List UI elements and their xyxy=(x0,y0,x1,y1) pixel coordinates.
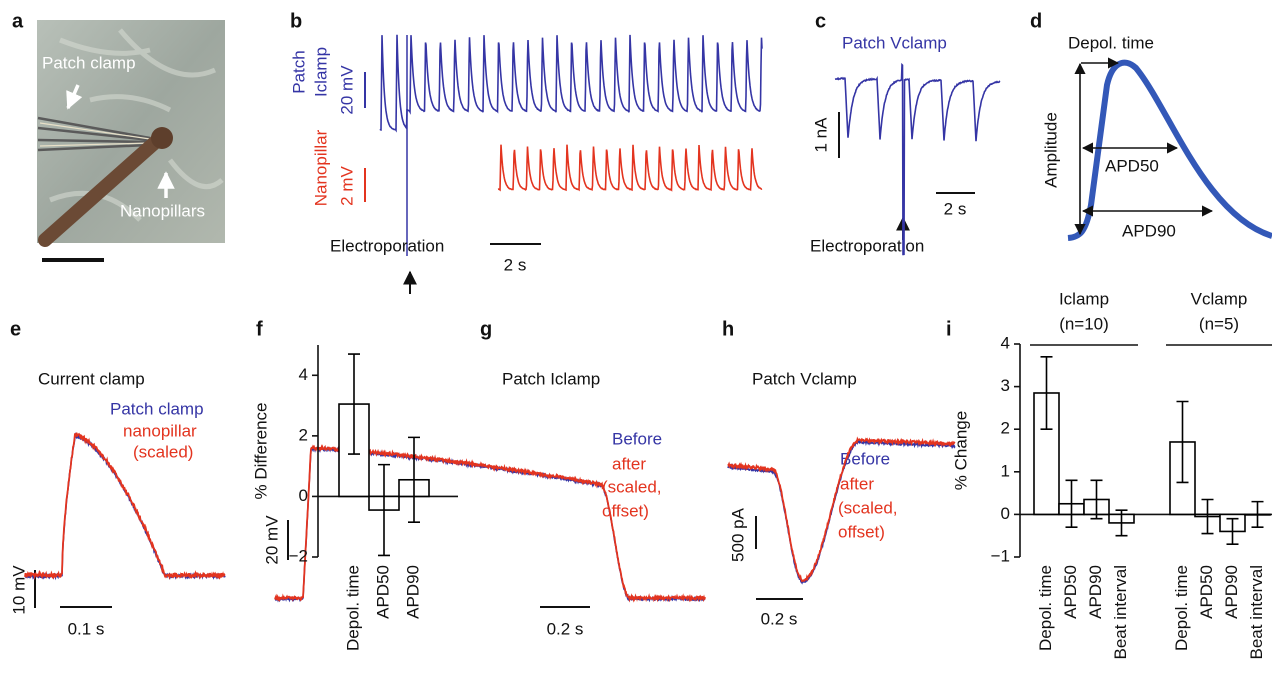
y-tick-label: −2 xyxy=(289,546,308,565)
y-tick-label: −1 xyxy=(991,546,1010,565)
y-tick-label: 2 xyxy=(1001,419,1010,438)
label: Nanopillars xyxy=(120,201,205,220)
error-bar xyxy=(378,463,390,557)
label: Nanopillar xyxy=(311,129,330,206)
panel-letter: i xyxy=(946,318,952,340)
label: 0.2 s xyxy=(761,609,798,628)
panel-letter: e xyxy=(10,318,21,340)
group-label: Iclamp xyxy=(1059,289,1109,308)
panel-d-decor xyxy=(1067,57,1272,241)
group-label: Vclamp xyxy=(1191,289,1248,308)
label: offset) xyxy=(838,522,885,541)
x-tick-label: APD90 xyxy=(403,565,422,619)
label: APD50 xyxy=(1105,156,1159,175)
label: 2 s xyxy=(504,255,527,274)
error-bar xyxy=(1226,517,1239,546)
y-tick-label: 1 xyxy=(1001,461,1010,480)
label: nanopillar xyxy=(123,421,197,440)
label: Depol. time xyxy=(1068,33,1154,52)
group-note: (n=10) xyxy=(1059,314,1109,333)
error-bar xyxy=(348,353,360,455)
error-bar xyxy=(1176,400,1189,484)
label: (scaled) xyxy=(133,442,193,461)
x-tick-label: Depol. time xyxy=(1036,565,1055,651)
label: 20 mV xyxy=(262,515,281,565)
label: Amplitude xyxy=(1041,112,1060,188)
panel-letter: f xyxy=(256,318,263,340)
y-tick-label: 2 xyxy=(299,425,308,444)
label: Patch xyxy=(289,50,308,93)
panel-letter: d xyxy=(1030,10,1042,32)
label: after xyxy=(612,454,646,473)
panel-c-decor xyxy=(838,112,975,240)
label: 20 mV xyxy=(337,65,356,115)
error-bar xyxy=(1065,479,1078,528)
trace-e-patch xyxy=(24,431,226,581)
label: 0.2 s xyxy=(547,619,584,638)
error-bar xyxy=(408,436,420,523)
label: (scaled, xyxy=(838,498,898,517)
label: Before xyxy=(840,449,890,468)
error-bar xyxy=(1090,479,1103,520)
y-tick-label: 0 xyxy=(1001,504,1010,523)
error-bar xyxy=(1115,509,1128,537)
y-tick-label: 4 xyxy=(1001,333,1010,352)
micrograph xyxy=(37,20,225,262)
y-tick-label: 4 xyxy=(299,365,308,384)
y-axis-label: % Change xyxy=(951,411,970,490)
label: Before xyxy=(612,429,662,448)
label: after xyxy=(840,474,874,493)
trace-h-after xyxy=(727,436,956,583)
y-tick-label: 0 xyxy=(299,486,308,505)
label: Patch clamp xyxy=(42,53,136,72)
panel-letter: b xyxy=(290,10,302,32)
label: APD90 xyxy=(1122,221,1176,240)
label: 2 mV xyxy=(337,166,356,206)
panel-letter: c xyxy=(815,10,826,32)
label: 500 pA xyxy=(728,507,747,562)
label: Patch clamp xyxy=(110,399,204,418)
error-bar xyxy=(1201,498,1214,535)
label: Iclamp xyxy=(311,47,330,97)
label: Electroporation xyxy=(330,236,444,255)
x-tick-label: Beat interval xyxy=(1111,565,1130,660)
x-tick-label: Depol. time xyxy=(1172,565,1191,651)
label: 2 s xyxy=(944,199,967,218)
trace-e-nanopillar xyxy=(24,432,226,580)
trace-patch-iclamp xyxy=(379,34,763,133)
error-bar xyxy=(1040,355,1053,430)
label: (scaled, xyxy=(602,477,662,496)
y-axis-label: % Difference xyxy=(251,402,270,499)
x-tick-label: APD50 xyxy=(1197,565,1216,619)
panel-letter: h xyxy=(722,318,734,340)
x-tick-label: Depol. time xyxy=(343,565,362,651)
label: Patch Iclamp xyxy=(502,369,600,388)
label: Electroporation xyxy=(810,236,924,255)
panel-b-decor xyxy=(364,35,541,294)
x-tick-label: APD50 xyxy=(373,565,392,619)
panel-letter: a xyxy=(12,10,24,32)
panel-letter: g xyxy=(480,318,492,340)
label: 1 nA xyxy=(811,117,830,153)
group-note: (n=5) xyxy=(1199,314,1239,333)
x-tick-label: APD90 xyxy=(1222,565,1241,619)
trace-nanopillar xyxy=(497,144,763,192)
x-tick-label: APD50 xyxy=(1061,565,1080,619)
x-tick-label: APD90 xyxy=(1086,565,1105,619)
label: Current clamp xyxy=(38,369,145,388)
label: 10 mV xyxy=(9,565,28,615)
label: 0.1 s xyxy=(68,619,105,638)
y-tick-label: 3 xyxy=(1001,376,1010,395)
error-bar xyxy=(1251,500,1264,528)
label: offset) xyxy=(602,501,649,520)
label: Patch Vclamp xyxy=(752,369,857,388)
trace-patch-vclamp xyxy=(834,62,1001,256)
label: Patch Vclamp xyxy=(842,33,947,52)
x-tick-label: Beat interval xyxy=(1247,565,1266,660)
